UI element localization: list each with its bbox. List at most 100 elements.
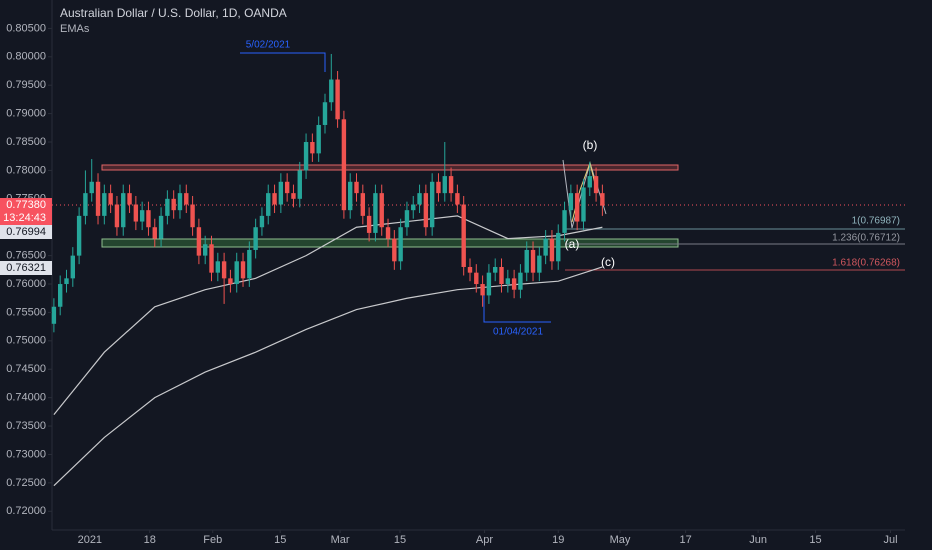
y-tick-label: 0.75000 — [6, 335, 46, 347]
candle-body — [102, 193, 107, 216]
annotation: 5/02/2021 — [246, 40, 291, 51]
candle-body — [310, 142, 315, 154]
candle-body — [461, 204, 466, 267]
countdown: 13:24:43 — [3, 212, 46, 224]
candle-body — [518, 272, 523, 290]
x-tick-label: Jun — [749, 534, 767, 546]
annotation: 01/04/2021 — [493, 327, 543, 338]
x-tick-label: 17 — [679, 534, 691, 546]
candle-body — [215, 261, 221, 273]
price-tag — [0, 198, 52, 225]
candle-body — [593, 176, 599, 194]
candle-body — [385, 227, 391, 239]
candle-body — [537, 255, 542, 273]
candle-body — [291, 193, 296, 199]
y-tick-label: 0.78000 — [6, 164, 46, 176]
candle-body — [366, 215, 372, 233]
candle-body — [486, 272, 492, 296]
candle-body — [417, 193, 422, 205]
candle-body — [259, 215, 265, 228]
ema-line — [53, 266, 603, 487]
candle-body — [429, 181, 435, 228]
y-tick-label: 0.79500 — [6, 79, 46, 91]
candle-body — [209, 244, 214, 273]
x-tick-label: Apr — [476, 534, 493, 546]
y-tick-label: 0.78500 — [6, 136, 46, 148]
candle-body — [190, 204, 195, 228]
date-marker — [240, 52, 326, 72]
candle-body — [202, 244, 208, 256]
fib-label: 1.236(0.76712) — [832, 233, 900, 244]
candle-body — [139, 210, 145, 222]
candle-body — [505, 278, 511, 285]
support-zone — [101, 238, 679, 248]
candle-body — [574, 193, 580, 222]
candle-body — [278, 181, 284, 205]
y-tick-label: 0.76500 — [6, 250, 46, 262]
candle-body — [316, 124, 321, 154]
candle-body — [600, 193, 605, 206]
y-tick-label: 0.73000 — [6, 448, 46, 460]
x-tick-label: 19 — [552, 534, 564, 546]
candle-body — [297, 170, 302, 199]
candle-body — [543, 238, 548, 256]
indicator-label: EMAs — [60, 23, 90, 35]
candle-body — [499, 266, 504, 285]
candle-body — [379, 193, 384, 228]
candle-body — [423, 193, 429, 228]
y-tick-label: 0.72000 — [6, 505, 46, 517]
y-tick-label: 0.74500 — [6, 363, 46, 375]
candle-body — [228, 278, 233, 285]
wave-label: (a) — [565, 237, 580, 251]
wave-label: (c) — [601, 255, 615, 269]
candle-body — [64, 278, 69, 285]
ema-price: 0.76994 — [6, 226, 46, 238]
candle-body — [247, 249, 252, 279]
y-tick-label: 0.72500 — [6, 477, 46, 489]
candle-body — [493, 266, 498, 273]
price-tag — [0, 261, 52, 275]
candle-body — [530, 249, 536, 273]
candle-body — [448, 176, 454, 194]
candle-body — [354, 181, 359, 194]
candle-body — [70, 255, 76, 279]
y-tick-label: 0.75500 — [6, 306, 46, 318]
x-tick-label: 15 — [809, 534, 821, 546]
candle-body — [127, 193, 132, 205]
candle-body — [76, 215, 82, 256]
candle-body — [177, 193, 183, 211]
candle-body — [57, 284, 63, 307]
candle-body — [335, 79, 340, 120]
candle-body — [341, 119, 347, 211]
y-tick-label: 0.76000 — [6, 278, 46, 290]
x-tick-label: 2021 — [78, 534, 102, 546]
candle-body — [51, 306, 57, 324]
candle-body — [442, 176, 447, 194]
x-tick-label: Mar — [331, 534, 350, 546]
ema-price: 0.76321 — [6, 262, 46, 274]
candle-body — [556, 232, 561, 262]
candle-body — [587, 176, 592, 188]
last-price: 0.77380 — [6, 199, 46, 211]
candle-body — [581, 187, 586, 222]
candle-body — [348, 181, 353, 211]
candle-body — [474, 272, 479, 285]
candle-body — [373, 193, 378, 233]
candle-body — [196, 227, 202, 256]
candle-body — [114, 204, 120, 228]
candle-body — [266, 193, 271, 216]
y-tick-label: 0.80500 — [6, 22, 46, 34]
candle-body — [480, 284, 485, 296]
candle-body — [165, 198, 170, 216]
candle-body — [158, 215, 164, 239]
candle-body — [184, 193, 189, 205]
candle-body — [146, 210, 151, 228]
candle-body — [398, 227, 403, 262]
candle-body — [121, 193, 126, 228]
candle-body — [436, 181, 441, 194]
candle-body — [392, 238, 397, 262]
x-tick-label: Jul — [883, 534, 897, 546]
candle-body — [89, 181, 94, 194]
candle-body — [152, 227, 157, 239]
